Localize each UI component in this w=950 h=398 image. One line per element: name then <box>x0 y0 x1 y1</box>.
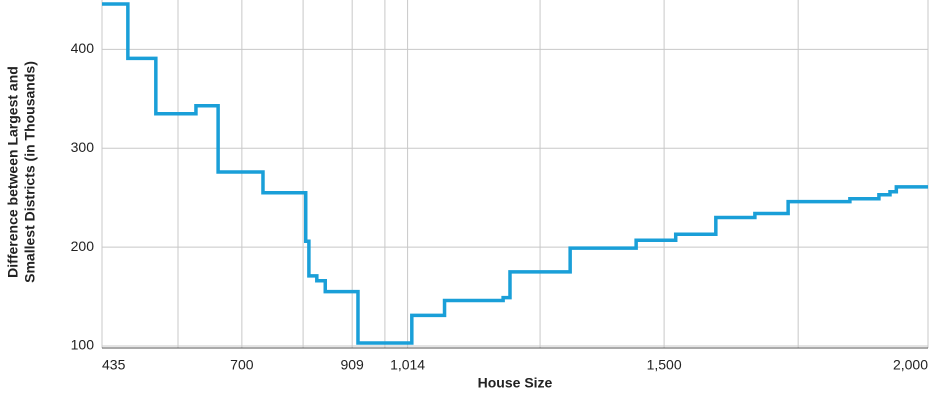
x-tick-label: 435 <box>102 357 126 373</box>
x-tick-label: 1,014 <box>390 357 425 373</box>
x-tick-label: 2,000 <box>893 357 928 373</box>
x-tick-label: 1,500 <box>647 357 682 373</box>
step-line <box>102 2 928 345</box>
y-axis-title-line: Smallest Districts (in Thousands) <box>22 61 38 283</box>
y-axis-title-line: Difference between Largest and <box>5 66 21 278</box>
x-tick-label: 700 <box>230 357 254 373</box>
y-tick-label: 400 <box>71 40 95 56</box>
y-axis-title: Difference between Largest and Smallest … <box>5 61 38 283</box>
y-tick-label: 200 <box>71 238 95 254</box>
x-tick-label: 909 <box>340 357 364 373</box>
x-axis-title: House Size <box>478 375 553 391</box>
y-tick-label: 300 <box>71 139 95 155</box>
y-tick-label: 100 <box>71 337 95 353</box>
